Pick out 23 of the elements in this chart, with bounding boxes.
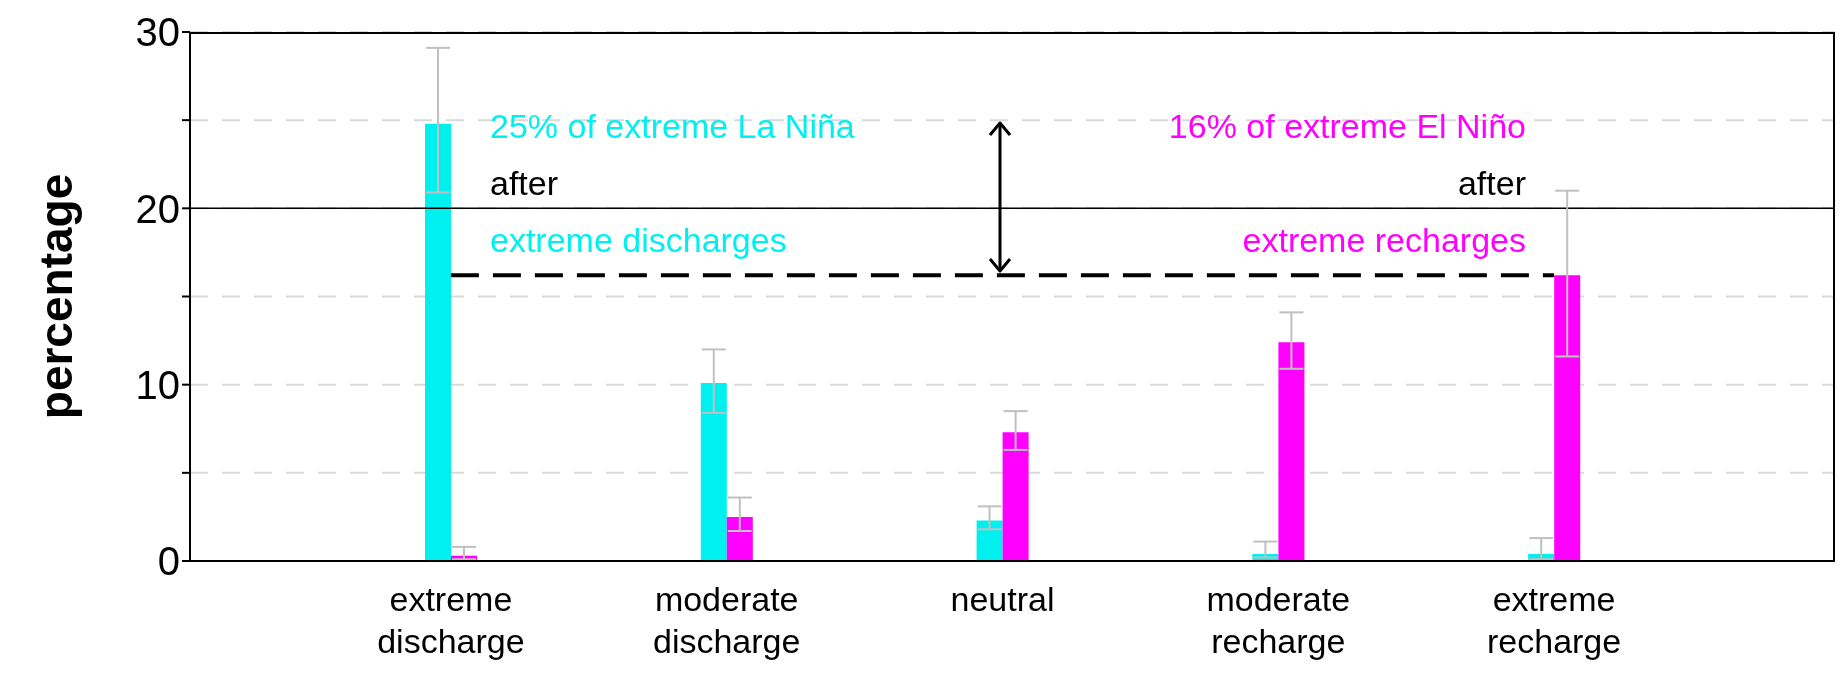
bar	[726, 516, 753, 561]
annotation: extreme discharges	[490, 220, 788, 261]
x-tick-label: extreme discharge	[377, 580, 525, 660]
bar	[700, 382, 727, 561]
annotation: 25% of extreme La Niña	[490, 106, 855, 147]
annotation: after	[1456, 163, 1526, 204]
bar	[1278, 342, 1305, 561]
x-tick-label: extreme recharge	[1487, 580, 1622, 660]
y-axis-title: percentage	[30, 173, 83, 420]
bar	[976, 520, 1003, 561]
annotation: after	[490, 163, 560, 204]
bar	[1554, 275, 1581, 561]
annotation: 16% of extreme El Niño	[1168, 106, 1526, 147]
x-tick-label: neutral	[950, 580, 1055, 618]
y-tick-label: 0	[157, 539, 180, 584]
bar	[1002, 432, 1029, 561]
y-tick-label: 20	[135, 186, 180, 231]
bar	[425, 123, 451, 561]
y-tick-label: 10	[135, 362, 180, 407]
x-tick-label: moderate discharge	[652, 580, 801, 660]
y-tick-label: 30	[135, 10, 180, 55]
x-tick-label: moderate recharge	[1206, 580, 1351, 660]
annotation: extreme recharges	[1241, 220, 1526, 261]
